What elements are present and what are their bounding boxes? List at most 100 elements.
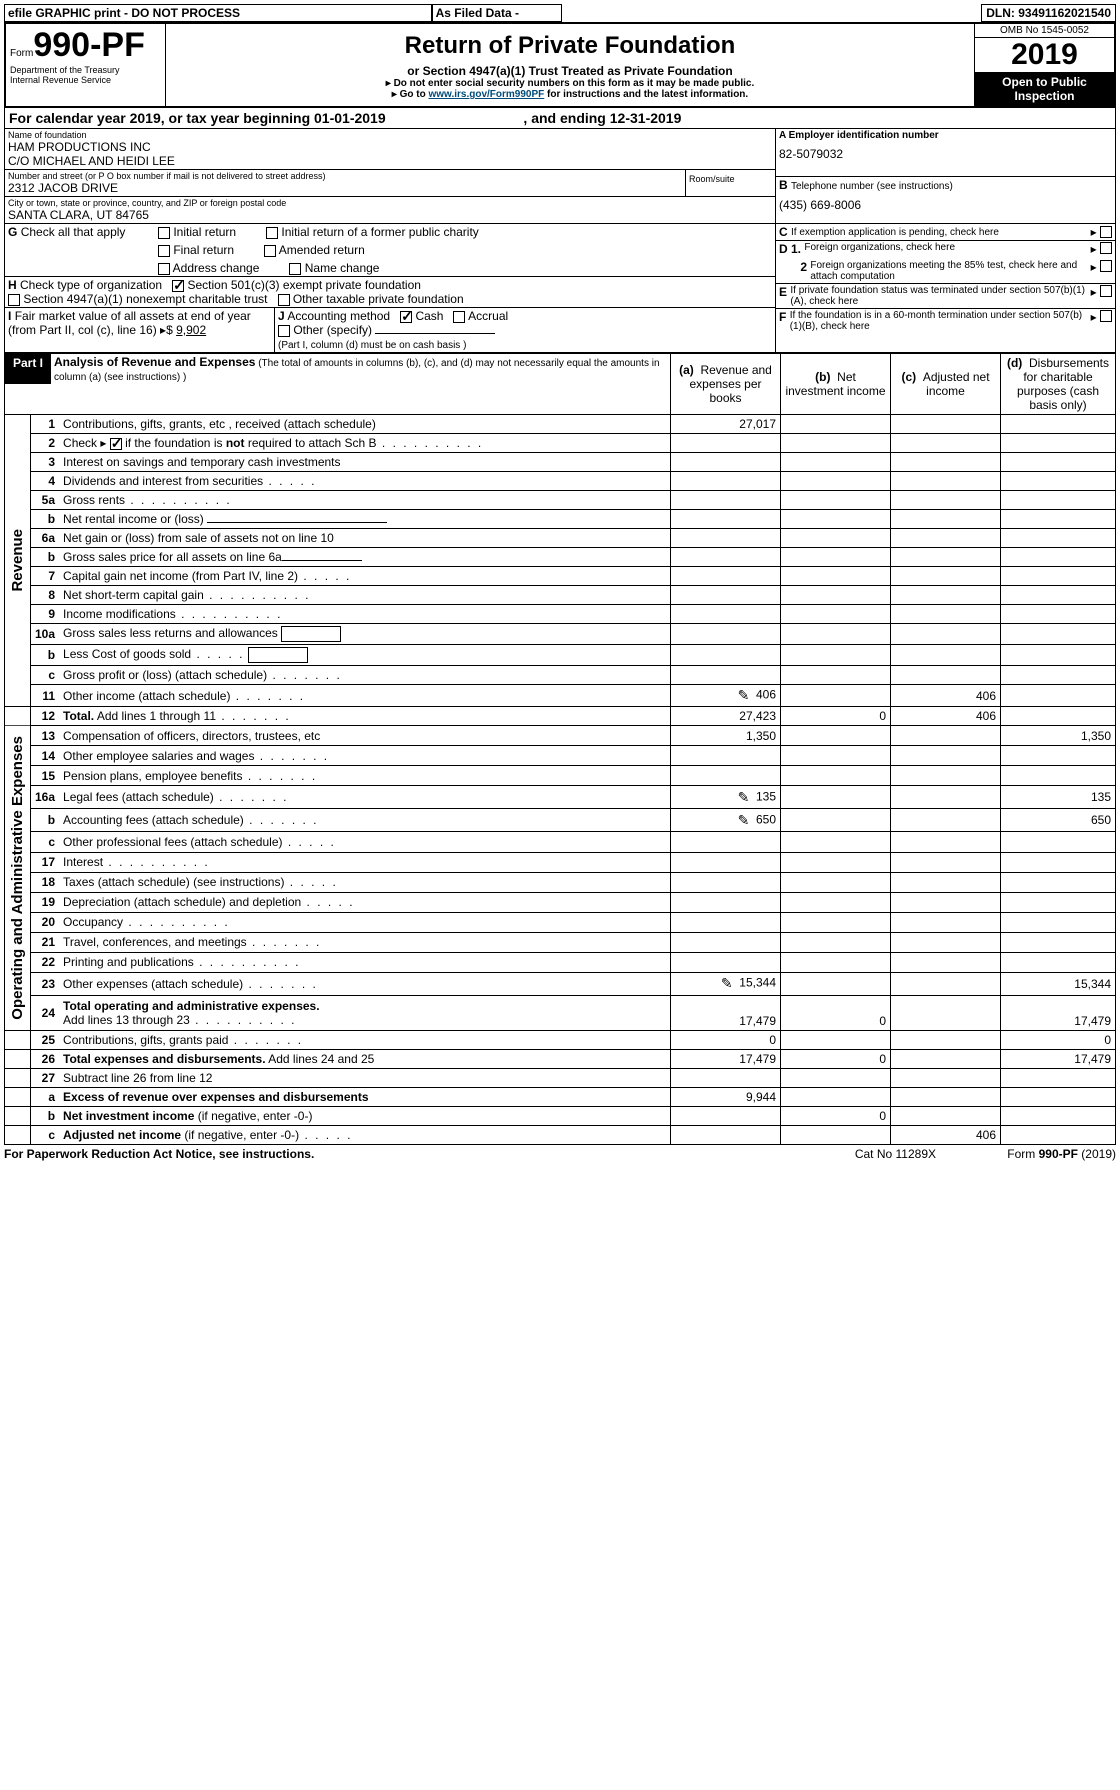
fmv-value: 9,902 <box>176 323 206 337</box>
d2-label: 2 <box>779 260 807 282</box>
note2-pre: Go to <box>400 89 429 100</box>
row-25: 25Contributions, gifts, grants paid00 <box>5 1030 1116 1049</box>
dln-value: 93491162021540 <box>1018 6 1111 20</box>
row-11: 11Other income (attach schedule)✎ 406406 <box>5 685 1116 707</box>
row-21: 21Travel, conferences, and meetings <box>5 932 1116 952</box>
g-initial: Initial return <box>173 225 236 239</box>
i-label: I <box>8 309 11 323</box>
i-section: I Fair market value of all assets at end… <box>5 308 275 352</box>
checkbox-sch-b[interactable] <box>110 438 122 450</box>
row-27c: cAdjusted net income (if negative, enter… <box>5 1125 1116 1144</box>
d1-label: D 1. <box>779 242 801 256</box>
note2-post: for instructions and the latest informat… <box>544 89 748 100</box>
revenue-side-label: Revenue <box>5 519 30 602</box>
row-4: 4Dividends and interest from securities <box>5 472 1116 491</box>
h-section: H Check type of organization Section 501… <box>5 277 775 308</box>
j-accrual: Accrual <box>468 309 508 323</box>
attach-icon[interactable]: ✎ <box>738 789 750 806</box>
dept-treasury: Department of the Treasury <box>10 65 161 75</box>
checkbox-501c3[interactable] <box>172 280 184 292</box>
h-label: H <box>8 278 17 292</box>
f-label: F <box>779 310 786 332</box>
part1-title: Analysis of Revenue and Expenses <box>54 355 255 369</box>
foundation-name-1: HAM PRODUCTIONS INC <box>8 140 772 154</box>
room-label: Room/suite <box>689 174 735 184</box>
row-22: 22Printing and publications <box>5 952 1116 972</box>
e-label: E <box>779 285 787 307</box>
part1-table: Part I Analysis of Revenue and Expenses … <box>4 353 1116 1145</box>
col-b-header: (b) Net investment income <box>781 354 891 415</box>
checkbox-amended-return[interactable] <box>264 245 276 257</box>
attach-icon[interactable]: ✎ <box>738 687 750 704</box>
street-address: 2312 JACOB DRIVE <box>8 181 682 195</box>
irs-label: Internal Revenue Service <box>10 75 161 85</box>
name-label: Name of foundation <box>8 130 772 140</box>
cal-pre: For calendar year 2019, or tax year begi… <box>9 110 314 126</box>
g-initial-former: Initial return of a former public charit… <box>281 225 478 239</box>
h-4947: Section 4947(a)(1) nonexempt charitable … <box>23 292 267 306</box>
note1-text: Do not enter social security numbers on … <box>394 78 755 89</box>
calendar-year-line: For calendar year 2019, or tax year begi… <box>4 108 1116 129</box>
attach-icon[interactable]: ✎ <box>738 812 750 829</box>
checkbox-d1[interactable] <box>1100 242 1112 254</box>
form-note-1: ▸ Do not enter social security numbers o… <box>170 78 970 89</box>
checkbox-address-change[interactable] <box>158 263 170 275</box>
row-27a: aExcess of revenue over expenses and dis… <box>5 1087 1116 1106</box>
checkbox-e[interactable] <box>1100 285 1112 297</box>
attach-icon[interactable]: ✎ <box>721 975 733 992</box>
h-other: Other taxable private foundation <box>293 292 464 306</box>
j-label: J <box>278 309 285 323</box>
checkbox-initial-former[interactable] <box>266 227 278 239</box>
cal-begin: 01-01-2019 <box>314 110 386 126</box>
j-section: J Accounting method Cash Accrual Other (… <box>275 308 775 352</box>
checkbox-c[interactable] <box>1100 226 1112 238</box>
part1-title-cell: Analysis of Revenue and Expenses (The to… <box>51 354 670 384</box>
f-text: If the foundation is in a 60-month termi… <box>790 310 1091 332</box>
row-7: 7Capital gain net income (from Part IV, … <box>5 567 1116 586</box>
g-text: Check all that apply <box>21 225 126 239</box>
irs-link[interactable]: www.irs.gov/Form990PF <box>429 89 545 100</box>
col-a-header: (a) Revenue and expenses per books <box>671 354 781 415</box>
row-14: 14Other employee salaries and wages <box>5 746 1116 766</box>
h-501: Section 501(c)(3) exempt private foundat… <box>187 278 420 292</box>
row-9: 9Income modifications <box>5 605 1116 624</box>
row-6b: bGross sales price for all assets on lin… <box>5 548 1116 567</box>
g-name-change: Name change <box>305 261 380 275</box>
form-word: Form <box>10 48 33 59</box>
as-filed-label: As Filed Data - <box>432 4 562 22</box>
row-1: Revenue 1 Contributions, gifts, grants, … <box>5 415 1116 434</box>
c-section: C If exemption application is pending, c… <box>776 224 1115 241</box>
checkbox-4947[interactable] <box>8 294 20 306</box>
efile-notice: efile GRAPHIC print - DO NOT PROCESS <box>4 4 432 22</box>
c-label: C <box>779 225 788 239</box>
g-addr-change: Address change <box>173 261 260 275</box>
d-section: D 1. Foreign organizations, check here▸ … <box>776 241 1115 284</box>
b-text: Telephone number (see instructions) <box>791 181 953 192</box>
checkbox-f[interactable] <box>1100 310 1112 322</box>
checkbox-cash[interactable] <box>400 311 412 323</box>
row-5a: 5aGross rents <box>5 491 1116 510</box>
row-3: 3Interest on savings and temporary cash … <box>5 453 1116 472</box>
checkbox-other-method[interactable] <box>278 325 290 337</box>
checkbox-accrual[interactable] <box>453 311 465 323</box>
e-text: If private foundation status was termina… <box>790 285 1090 307</box>
pra-notice: For Paperwork Reduction Act Notice, see … <box>4 1147 855 1161</box>
cal-mid: , and ending <box>523 110 609 126</box>
part1-label: Part I <box>5 354 51 384</box>
checkbox-name-change[interactable] <box>289 263 301 275</box>
row-17: 17Interest <box>5 852 1116 872</box>
row-27b: bNet investment income (if negative, ent… <box>5 1106 1116 1125</box>
row-16a: 16aLegal fees (attach schedule)✎ 135135 <box>5 786 1116 809</box>
row-15: 15Pension plans, employee benefits <box>5 766 1116 786</box>
checkbox-other-taxable[interactable] <box>278 294 290 306</box>
col-d-header: (d) Disbursements for charitable purpose… <box>1001 354 1116 415</box>
d2-text: Foreign organizations meeting the 85% te… <box>810 260 1090 282</box>
checkbox-final-return[interactable] <box>158 245 170 257</box>
row-8: 8Net short-term capital gain <box>5 586 1116 605</box>
row-12: 12Total. Add lines 1 through 1127,423040… <box>5 707 1116 726</box>
i-dollar: $ <box>166 323 173 337</box>
dln-box: DLN: 93491162021540 <box>981 4 1116 22</box>
row-16b: bAccounting fees (attach schedule)✎ 6506… <box>5 809 1116 832</box>
checkbox-initial-return[interactable] <box>158 227 170 239</box>
checkbox-d2[interactable] <box>1100 260 1112 272</box>
